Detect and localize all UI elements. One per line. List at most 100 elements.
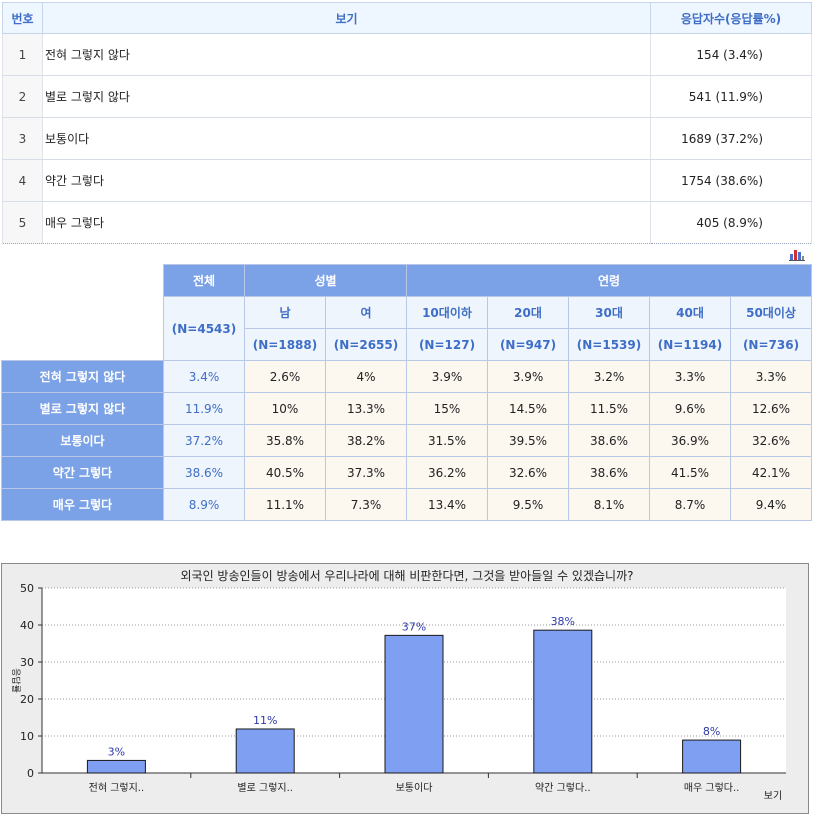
crosstab-cell: 8.7%	[649, 488, 731, 521]
crosstab-cell: 32.6%	[729, 424, 813, 457]
crosstab-cell: 39.5%	[487, 424, 569, 457]
y-axis-label: 응답률	[10, 668, 22, 693]
group-name: 50대이상	[729, 296, 813, 329]
group-n: (N=127)	[406, 328, 488, 361]
response-option: 별로 그렇지 않다	[42, 75, 651, 118]
crosstab-cell: 7.3%	[325, 488, 407, 521]
response-table-body: 1 전혀 그렇지 않다 154 (3.4%) 2 별로 그렇지 않다 541 (11.9%…	[2, 33, 812, 244]
header-option: 보기	[42, 2, 651, 34]
crosstab-cell: 32.6%	[487, 456, 569, 489]
response-count: 1754 (38.6%)	[650, 159, 812, 202]
bar	[235, 728, 295, 774]
bar	[384, 634, 444, 774]
response-table: 번호 보기 응답자수(응답률%) 1 전혀 그렇지 않다 154 (3.4%) 2 별로…	[2, 2, 812, 244]
crosstab-total-cell: 38.6%	[163, 456, 245, 489]
group-name: 40대	[649, 296, 731, 329]
header-no: 번호	[2, 2, 43, 34]
response-no: 4	[2, 159, 43, 202]
x-tick-label: 보통이다	[396, 782, 433, 794]
header-count: 응답자수(응답률%)	[650, 2, 812, 34]
crosstab-cell: 3.9%	[406, 360, 488, 393]
crosstab-header-row-2: (N=4543) 남 여 10대이하 20대 30대 40대 50대이상	[2, 296, 813, 361]
crosstab-cell: 36.9%	[649, 424, 731, 457]
bar-chart-icon[interactable]	[789, 247, 805, 261]
response-option: 전혀 그렇지 않다	[42, 33, 651, 76]
crosstab-row: 전혀 그렇지 않다 3.4% 2.6% 4% 3.9% 3.9% 3.2% 3.3% 3.3%	[1, 360, 813, 393]
group-n: (N=1888)	[244, 328, 326, 361]
bar	[86, 759, 146, 774]
crosstab-cell: 38.6%	[568, 424, 650, 457]
crosstab-row: 보통이다 37.2% 35.8% 38.2% 31.5% 39.5% 38.6% 36.9% 3…	[1, 424, 813, 457]
crosstab-cell: 9.5%	[487, 488, 569, 521]
response-row: 4 약간 그렇다 1754 (38.6%)	[2, 159, 812, 202]
response-count: 1689 (37.2%)	[650, 117, 812, 160]
crosstab-cell: 13.4%	[406, 488, 488, 521]
total-header: 전체	[163, 264, 245, 297]
response-option: 보통이다	[42, 117, 651, 160]
bar	[682, 739, 742, 774]
crosstab-cell: 4%	[325, 360, 407, 393]
crosstab-total-cell: 11.9%	[163, 392, 245, 425]
crosstab-body: 전혀 그렇지 않다 3.4% 2.6% 4% 3.9% 3.9% 3.2% 3.3% 3.3% 별…	[1, 360, 813, 521]
bar-chart: 0 10 20 30 40 50 외국인 방송인들이 방송에서 우리나라에 대해 비판한다면…	[10, 569, 786, 802]
response-no: 1	[2, 33, 43, 76]
group-name: 30대	[568, 296, 650, 329]
bar	[533, 629, 593, 774]
crosstab-row: 약간 그렇다 38.6% 40.5% 37.3% 36.2% 32.6% 38.6% 41.5…	[1, 456, 813, 489]
bar-data-label: 38%	[551, 615, 575, 628]
response-count: 541 (11.9%)	[650, 75, 812, 118]
crosstab-cell: 14.5%	[487, 392, 569, 425]
group-name: 여	[325, 296, 407, 329]
chart-title: 외국인 방송인들이 방송에서 우리나라에 대해 비판한다면, 그것을 받아들일 …	[181, 569, 634, 583]
crosstab-cell: 3.9%	[487, 360, 569, 393]
crosstab-row: 매우 그렇다 8.9% 11.1% 7.3% 13.4% 9.5% 8.1% 8.7% 9.4%	[1, 488, 813, 521]
x-tick-label: 별로 그렇지..	[237, 781, 293, 794]
crosstab-cell: 38.6%	[568, 456, 650, 489]
x-tick-label: 약간 그렇다..	[535, 781, 591, 794]
response-no: 2	[2, 75, 43, 118]
group-n: (N=947)	[487, 328, 569, 361]
crosstab-cell: 42.1%	[729, 456, 813, 489]
y-tick-label: 20	[20, 693, 34, 706]
crosstab-cell: 41.5%	[649, 456, 731, 489]
crosstab-cell: 38.2%	[325, 424, 407, 457]
bar-data-label: 11%	[253, 714, 277, 727]
crosstab-row-label: 별로 그렇지 않다	[1, 392, 164, 425]
gender-header: 성별	[244, 264, 407, 297]
response-no: 3	[2, 117, 43, 160]
crosstab-cell: 3.3%	[649, 360, 731, 393]
response-option: 매우 그렇다	[42, 201, 651, 244]
x-axis-label: 보기	[764, 790, 782, 802]
total-n: (N=4543)	[163, 296, 245, 361]
crosstab-header-row-1: 전체 성별 연령	[2, 264, 813, 297]
crosstab-table: 전체 성별 연령 (N=4543) 남 여 10대이하 20대 30대 40대 …	[1, 264, 813, 521]
group-n: (N=736)	[729, 328, 813, 361]
crosstab-cell: 36.2%	[406, 456, 488, 489]
crosstab-corner	[2, 265, 164, 361]
crosstab-row-label: 보통이다	[1, 424, 164, 457]
y-tick-label: 40	[20, 619, 34, 632]
group-n: (N=1194)	[649, 328, 731, 361]
crosstab-cell: 9.6%	[649, 392, 731, 425]
crosstab-cell: 31.5%	[406, 424, 488, 457]
crosstab-cell: 37.3%	[325, 456, 407, 489]
group-name: 10대이하	[406, 296, 488, 329]
response-count: 154 (3.4%)	[650, 33, 812, 76]
age-header: 연령	[405, 264, 813, 297]
group-name: 20대	[487, 296, 569, 329]
crosstab-cell: 10%	[244, 392, 326, 425]
response-no: 5	[2, 201, 43, 244]
response-row: 1 전혀 그렇지 않다 154 (3.4%)	[2, 33, 812, 76]
response-row: 2 별로 그렇지 않다 541 (11.9%)	[2, 75, 812, 118]
crosstab-cell: 11.5%	[568, 392, 650, 425]
y-tick-label: 10	[20, 730, 34, 743]
response-option: 약간 그렇다	[42, 159, 651, 202]
bar-data-label: 37%	[402, 620, 426, 633]
crosstab-cell: 11.1%	[244, 488, 326, 521]
bar-chart-panel: 0 10 20 30 40 50 외국인 방송인들이 방송에서 우리나라에 대해 비판한다면…	[1, 563, 809, 814]
crosstab-cell: 40.5%	[244, 456, 326, 489]
crosstab-row-label: 매우 그렇다	[1, 488, 164, 521]
crosstab-row-label: 약간 그렇다	[1, 456, 164, 489]
crosstab-cell: 15%	[406, 392, 488, 425]
bar-data-label: 3%	[108, 745, 125, 758]
